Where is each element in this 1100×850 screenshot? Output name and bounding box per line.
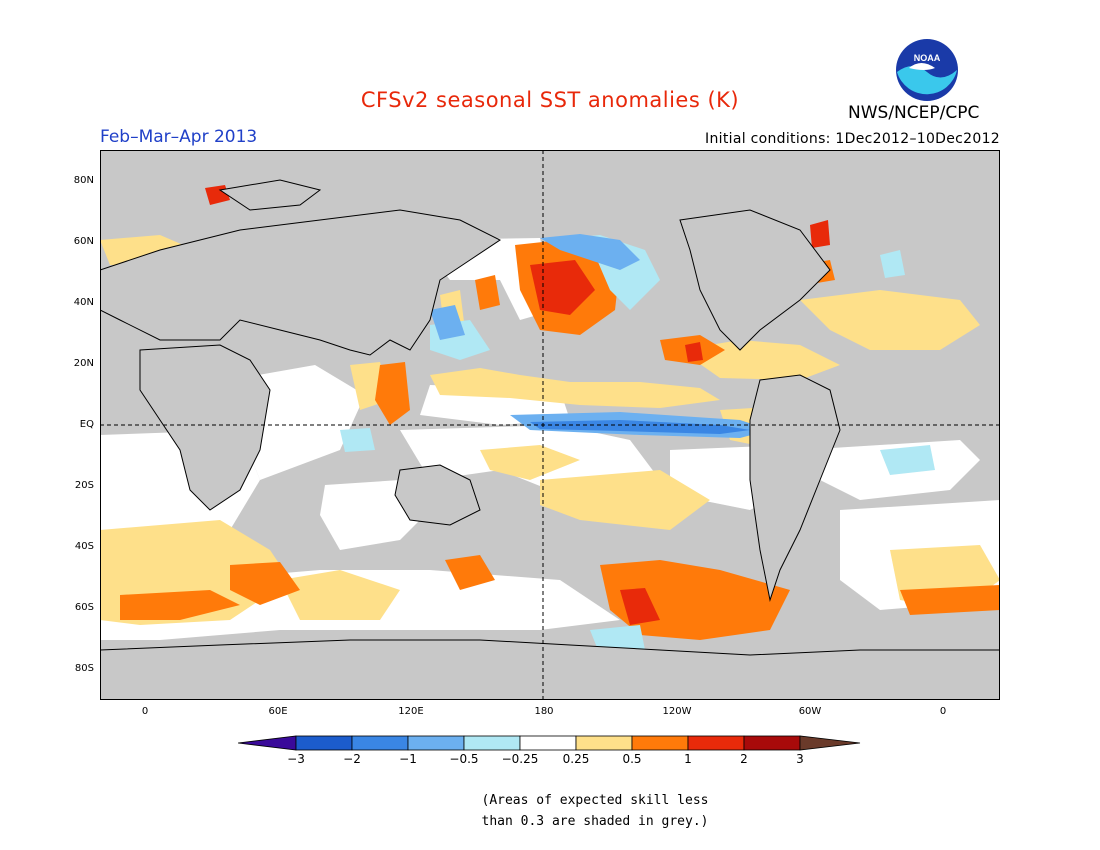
lat-label-40s: 40S — [74, 541, 94, 552]
colorbar-swatch-8 — [687, 735, 745, 751]
chart-title: CFSv2 seasonal SST anomalies (K) — [360, 88, 740, 112]
lat-label-20n: 20N — [73, 358, 94, 369]
lat-label-20s: 20S — [74, 480, 94, 491]
lat-label-eq: EQ — [79, 419, 94, 430]
footnote-line-1: (Areas of expected skill less — [481, 793, 709, 808]
lon-label-0-east: 0 — [939, 706, 947, 717]
colorbar-swatch-9 — [743, 735, 801, 751]
colorbar-swatch-7 — [631, 735, 689, 751]
colorbar-label-0-5: 0.5 — [622, 752, 642, 766]
season-label: Feb–Mar–Apr 2013 — [100, 127, 258, 147]
colorbar-swatch-6 — [575, 735, 633, 751]
colorbar-label-1: 1 — [684, 752, 692, 766]
colorbar-label-neg3: −3 — [287, 752, 305, 766]
anomaly-red — [205, 185, 830, 625]
colorbar-swatch-2 — [351, 735, 409, 751]
initial-conditions: Initial conditions: 1Dec2012–10Dec2012 — [705, 131, 1000, 147]
colorbar-label-3: 3 — [796, 752, 804, 766]
noaa-logo-text: NOAA — [914, 53, 941, 63]
colorbar-swatch-5 — [519, 735, 577, 751]
agency-label: NWS/NCEP/CPC — [848, 103, 980, 123]
lat-label-80n: 80N — [73, 175, 94, 186]
lat-label-80s: 80S — [74, 663, 94, 674]
sst-anomaly-map — [100, 150, 1000, 700]
lon-label-180: 180 — [534, 706, 554, 717]
colorbar-label-0-25: 0.25 — [562, 752, 590, 766]
lat-label-60n: 60N — [73, 236, 94, 247]
colorbar-min-arrow — [238, 735, 297, 751]
coastlines — [100, 179, 1000, 700]
lon-label-60w: 60W — [798, 706, 822, 717]
colorbar-swatch-3 — [407, 735, 465, 751]
lon-label-120e: 120E — [398, 706, 424, 717]
colorbar-label-neg2: −2 — [343, 752, 361, 766]
lon-label-60e: 60E — [268, 706, 288, 717]
colorbar-swatch-4 — [463, 735, 521, 751]
lat-label-40n: 40N — [73, 297, 94, 308]
footnote-line-2: than 0.3 are shaded in grey.) — [481, 814, 709, 829]
colorbar-label-neg1: −1 — [399, 752, 417, 766]
lon-label-0: 0 — [141, 706, 149, 717]
colorbar-swatch-1 — [295, 735, 353, 751]
colorbar — [238, 735, 861, 751]
colorbar-label-neg0-25: −0.25 — [501, 752, 539, 766]
colorbar-label-neg0-5: −0.5 — [449, 752, 479, 766]
colorbar-max-arrow — [799, 735, 861, 751]
lon-label-120w: 120W — [662, 706, 692, 717]
colorbar-label-2: 2 — [740, 752, 748, 766]
lat-label-60s: 60S — [74, 602, 94, 613]
anomaly-dark-blue — [530, 420, 750, 434]
noaa-logo: NOAA — [895, 38, 959, 102]
